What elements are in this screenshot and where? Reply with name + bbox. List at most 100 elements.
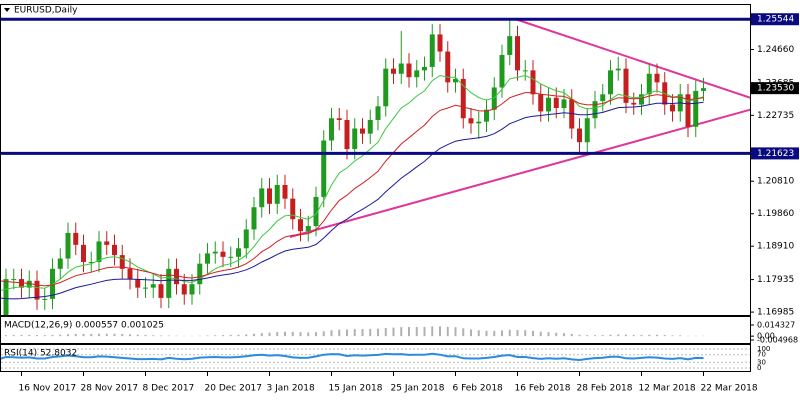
candle-body — [88, 261, 94, 263]
x-tick-label: 12 Mar 2018 — [639, 384, 696, 394]
candle-body — [522, 70, 528, 72]
y-tick-label: 1.22735 — [757, 111, 794, 121]
level-label-box — [751, 13, 799, 26]
x-tick-label: 15 Jan 2018 — [329, 384, 383, 394]
candle-body — [530, 70, 536, 95]
y-tick-label: 1.17935 — [757, 275, 794, 285]
candle-body — [197, 263, 203, 285]
macd-tick-label: 0.014327 — [757, 321, 795, 330]
candle-body — [584, 118, 590, 143]
candle-body — [468, 118, 474, 124]
candle-body — [693, 90, 699, 127]
trendline-upper — [514, 18, 750, 99]
x-tick-label: 3 Jan 2018 — [267, 384, 315, 394]
candle-body — [546, 97, 551, 112]
candle-body — [259, 188, 265, 208]
candle-body — [73, 232, 79, 245]
candle-body — [445, 51, 451, 83]
candle-body — [3, 279, 9, 315]
candle-body — [189, 284, 195, 295]
candle-body — [274, 184, 280, 204]
candle-body — [81, 244, 86, 262]
candle-body — [166, 268, 172, 298]
candle-body — [429, 34, 435, 67]
x-tick-label: 25 Jan 2018 — [391, 384, 445, 394]
candle-body — [11, 279, 17, 281]
candle-body — [360, 128, 365, 134]
moving-average — [1, 101, 704, 300]
candle-body — [150, 284, 156, 288]
candle-body — [158, 284, 164, 298]
candle-body — [577, 128, 582, 143]
candle-body — [313, 196, 319, 227]
candle-body — [212, 251, 218, 254]
candle-body — [352, 128, 358, 150]
candle-body — [243, 229, 249, 249]
candle-body — [282, 184, 288, 199]
candle-body — [174, 268, 179, 285]
rsi-tick-label: 0 — [757, 364, 761, 372]
candle-body — [143, 287, 148, 289]
y-tick-label: 1.18910 — [757, 242, 794, 252]
candle-body — [236, 248, 241, 257]
x-tick-label: 8 Dec 2017 — [143, 384, 195, 394]
candle-body — [422, 66, 427, 71]
candle-body — [112, 244, 117, 256]
menu-icon[interactable] — [4, 8, 10, 12]
candle-body — [34, 280, 40, 300]
candle-body — [267, 188, 272, 204]
candle-body — [600, 94, 606, 102]
x-tick-label: 6 Feb 2018 — [453, 384, 504, 394]
x-tick-label: 22 Mar 2018 — [701, 384, 758, 394]
price-panel — [1, 17, 750, 315]
candle-body — [701, 88, 706, 91]
y-tick-label: 1.20810 — [757, 177, 794, 187]
candle-body — [42, 298, 48, 300]
candle-body — [251, 207, 257, 230]
candle-body — [685, 94, 691, 127]
rsi-label: RSI(14) 52.8032 — [4, 349, 77, 359]
candle-body — [654, 73, 660, 83]
moving-average — [1, 74, 704, 291]
candle-body — [437, 34, 443, 52]
candle-body — [26, 280, 32, 288]
candle-body — [181, 284, 187, 295]
candle-body — [391, 68, 396, 74]
trendline-lower — [289, 108, 750, 238]
rsi-tick-label: 30 — [757, 358, 766, 366]
candle-body — [499, 54, 505, 88]
candle-body — [336, 118, 342, 120]
indicator-panels — [1, 326, 750, 369]
x-tick-label: 28 Nov 2017 — [81, 384, 139, 394]
rsi-tick-label: 100 — [757, 345, 770, 353]
candle-body — [220, 251, 226, 257]
candle-body — [398, 63, 404, 74]
candle-body — [305, 226, 311, 232]
macd-label: MACD(12,26,9) 0.000557 0.001025 — [4, 321, 164, 331]
x-tick-label: 16 Nov 2017 — [19, 384, 77, 394]
y-tick-label: 1.24660 — [757, 45, 794, 55]
candle-body — [561, 99, 567, 108]
candle-body — [104, 241, 110, 245]
moving-average — [1, 92, 704, 287]
candle-body — [670, 104, 675, 112]
x-tick-label: 20 Dec 2017 — [205, 384, 263, 394]
candle-body — [19, 279, 24, 288]
candle-body — [553, 97, 559, 108]
candle-body — [298, 219, 303, 232]
chart-title: EURUSD,Daily — [14, 6, 78, 16]
candle-body — [646, 73, 652, 95]
candle-body — [344, 119, 350, 150]
candle-body — [321, 140, 327, 197]
candle-body — [329, 118, 334, 141]
macd-tick-label: -0.004968 — [757, 336, 798, 345]
candle-body — [119, 255, 125, 269]
rsi-line — [1, 352, 704, 362]
candle-body — [383, 68, 389, 107]
candle-body — [631, 102, 637, 105]
candle-body — [515, 36, 520, 71]
candle-body — [57, 258, 63, 269]
level-label: 1.21623 — [757, 149, 794, 159]
